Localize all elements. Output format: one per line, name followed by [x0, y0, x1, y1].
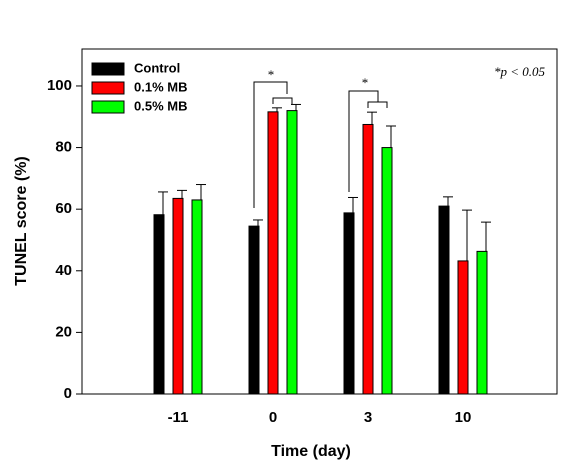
bar [343, 212, 355, 395]
bracket [272, 97, 293, 104]
legend-swatch [91, 62, 125, 76]
x-tick-label: 10 [455, 409, 472, 426]
x-tick-label: 3 [364, 409, 372, 426]
y-tick-label: 80 [55, 139, 72, 156]
bar [476, 250, 488, 395]
legend-swatch [91, 81, 125, 95]
legend-label: 0.5% MB [134, 98, 187, 113]
bar [248, 225, 260, 395]
bracket [348, 90, 379, 192]
y-tick-label: 100 [47, 77, 72, 94]
y-tick-label: 20 [55, 323, 72, 340]
bar [457, 260, 469, 395]
bar [438, 205, 450, 395]
plot-frame [81, 48, 558, 395]
bracket [253, 81, 288, 208]
significance-star: * [362, 75, 369, 90]
y-tick-label: 40 [55, 262, 72, 279]
bar [191, 199, 203, 395]
bracket [367, 101, 388, 108]
bar [381, 147, 393, 395]
bar [286, 110, 298, 395]
x-tick-label: 0 [269, 409, 277, 426]
bar [153, 214, 165, 395]
bar [172, 197, 184, 395]
legend-label: Control [134, 60, 180, 75]
y-tick-label: 0 [64, 385, 72, 402]
bar [267, 111, 279, 395]
bar [362, 123, 374, 395]
y-tick-label: 60 [55, 200, 72, 217]
significance-star: * [268, 67, 275, 82]
y-axis-label: TUNEL score (%) [13, 156, 30, 286]
x-tick-label: -11 [168, 409, 189, 426]
x-axis-label: Time (day) [271, 443, 351, 460]
legend-swatch [91, 100, 125, 114]
significance-note: *p < 0.05 [494, 64, 546, 79]
legend-label: 0.1% MB [134, 79, 187, 94]
